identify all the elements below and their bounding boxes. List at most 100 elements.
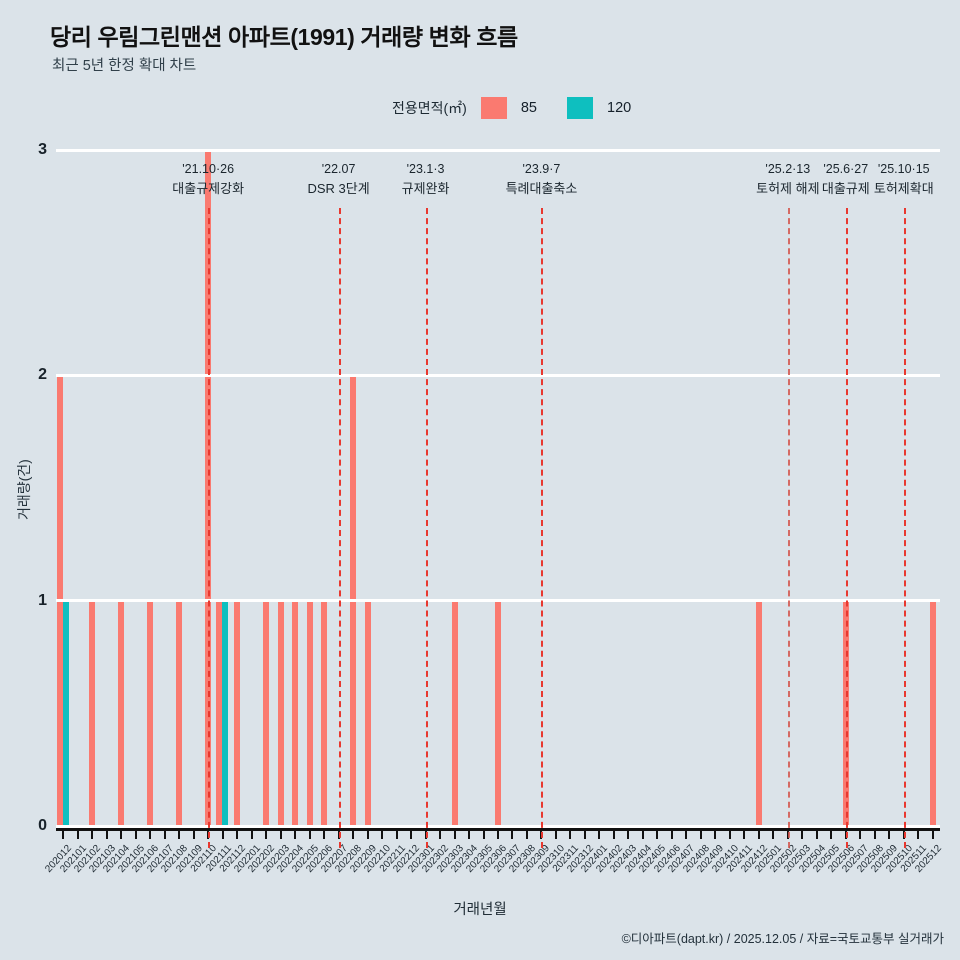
event-label-202506: '25.6·27 대출규제 bbox=[822, 160, 870, 200]
legend-swatch-85 bbox=[480, 97, 507, 119]
x-tick bbox=[699, 828, 702, 839]
x-tick bbox=[497, 828, 499, 839]
x-tick bbox=[830, 828, 833, 839]
x-tick bbox=[134, 828, 137, 839]
x-tick bbox=[468, 828, 471, 839]
bar-85-202206[interactable] bbox=[321, 600, 328, 826]
x-tick bbox=[163, 828, 166, 839]
x-tick bbox=[627, 828, 630, 839]
bar-120-202111[interactable] bbox=[222, 600, 229, 826]
bar-85-202303[interactable] bbox=[451, 600, 458, 826]
bar-85-202205[interactable] bbox=[306, 600, 313, 826]
bar-85-202204[interactable] bbox=[292, 600, 299, 826]
x-tick bbox=[728, 828, 731, 839]
x-tick bbox=[554, 828, 557, 839]
event-date: '21.10·26 bbox=[182, 162, 235, 176]
x-tick bbox=[279, 828, 282, 839]
page-subtitle: 최근 5년 한정 확대 차트 bbox=[52, 58, 197, 74]
x-tick bbox=[714, 828, 717, 839]
x-tick bbox=[612, 828, 615, 839]
event-label-202309: '23.9·7 특례대출축소 bbox=[506, 160, 578, 200]
x-tick bbox=[525, 828, 528, 839]
x-tick bbox=[641, 828, 644, 839]
event-line-202502 bbox=[787, 208, 790, 848]
event-line-202506 bbox=[845, 208, 848, 848]
x-tick bbox=[105, 828, 108, 839]
x-tick bbox=[294, 828, 297, 839]
bar-85-202106[interactable] bbox=[147, 600, 154, 826]
x-tick bbox=[120, 828, 123, 839]
x-tick bbox=[656, 828, 659, 839]
legend-title: 전용면적(㎡) bbox=[392, 100, 467, 116]
event-text: 토허제확대 bbox=[873, 181, 934, 197]
event-label-202301: '23.1·3 규제완화 bbox=[402, 160, 450, 200]
event-text: DSR 3단계 bbox=[307, 181, 370, 197]
x-tick bbox=[395, 828, 398, 839]
bar-120-202012[interactable] bbox=[62, 600, 69, 826]
x-tick bbox=[482, 828, 485, 839]
x-axis: 202012 202101 202102 202103 202104 202105 2021… bbox=[43, 828, 944, 875]
x-tick bbox=[670, 828, 673, 839]
event-date: '25.10·15 bbox=[877, 162, 930, 176]
gridline bbox=[56, 824, 940, 828]
bar-85-202306[interactable] bbox=[495, 600, 501, 826]
event-label-202502: '25.2·13 토허제 해제 bbox=[756, 160, 819, 200]
bar-85-202112[interactable] bbox=[234, 600, 241, 826]
event-line-202110 bbox=[208, 208, 211, 848]
y-tick-label: 0 bbox=[38, 817, 47, 834]
x-tick bbox=[410, 828, 413, 839]
event-date: '23.9·7 bbox=[522, 162, 561, 176]
x-tick bbox=[265, 828, 268, 839]
x-axis-title: 거래년월 bbox=[453, 902, 507, 918]
event-line-202301 bbox=[425, 208, 428, 848]
x-tick bbox=[62, 828, 65, 839]
x-tick bbox=[859, 828, 862, 839]
event-date: '25.2·13 bbox=[765, 162, 811, 176]
x-tick bbox=[917, 828, 920, 839]
x-tick bbox=[873, 828, 876, 839]
x-tick bbox=[931, 828, 934, 839]
bar-85-202209[interactable] bbox=[364, 600, 371, 826]
bar-85-202104[interactable] bbox=[118, 600, 125, 826]
x-tick bbox=[743, 828, 746, 839]
event-text: 규제완화 bbox=[401, 181, 450, 197]
bar-85-202512[interactable] bbox=[929, 600, 936, 826]
legend-swatch-120 bbox=[567, 97, 593, 119]
x-tick bbox=[583, 828, 586, 839]
y-tick-label: 3 bbox=[38, 141, 47, 158]
page-title: 당리 우림그린맨션 아파트(1991) 거래량 변화 흐름 bbox=[50, 24, 518, 50]
x-tick bbox=[685, 828, 688, 839]
x-tick bbox=[439, 828, 442, 839]
bar-85-202412[interactable] bbox=[755, 600, 762, 826]
y-tick-label: 2 bbox=[38, 366, 47, 384]
bar-85-202111[interactable] bbox=[216, 600, 223, 826]
event-line-202207 bbox=[338, 208, 341, 848]
x-tick bbox=[366, 828, 369, 839]
chart-legend: 전용면적(㎡) 85 120 bbox=[392, 97, 661, 119]
bar-85-202203[interactable] bbox=[277, 600, 284, 826]
legend-label-120: 120 bbox=[607, 100, 632, 116]
x-tick bbox=[453, 828, 456, 839]
x-tick bbox=[381, 828, 384, 839]
x-tick bbox=[511, 828, 514, 839]
bar-85-202202[interactable] bbox=[263, 600, 270, 826]
x-tick bbox=[178, 828, 181, 839]
x-tick bbox=[149, 828, 152, 839]
x-tick bbox=[308, 828, 311, 839]
gridline bbox=[56, 373, 940, 377]
event-label-202207: '22.07 DSR 3단계 bbox=[307, 160, 369, 200]
x-tick bbox=[598, 828, 601, 839]
event-text: 대출규제강화 bbox=[172, 181, 245, 197]
x-tick bbox=[801, 828, 804, 839]
event-text: 토허제 해제 bbox=[756, 181, 820, 197]
bar-85-202102[interactable] bbox=[89, 600, 96, 826]
event-date: '25.6·27 bbox=[823, 162, 869, 176]
bar-85-202108[interactable] bbox=[176, 600, 183, 826]
x-tick bbox=[772, 828, 775, 839]
x-tick bbox=[236, 828, 239, 839]
event-text: 대출규제 bbox=[821, 181, 870, 197]
x-tick bbox=[221, 828, 224, 839]
x-tick bbox=[323, 828, 326, 839]
gridline bbox=[56, 148, 940, 152]
